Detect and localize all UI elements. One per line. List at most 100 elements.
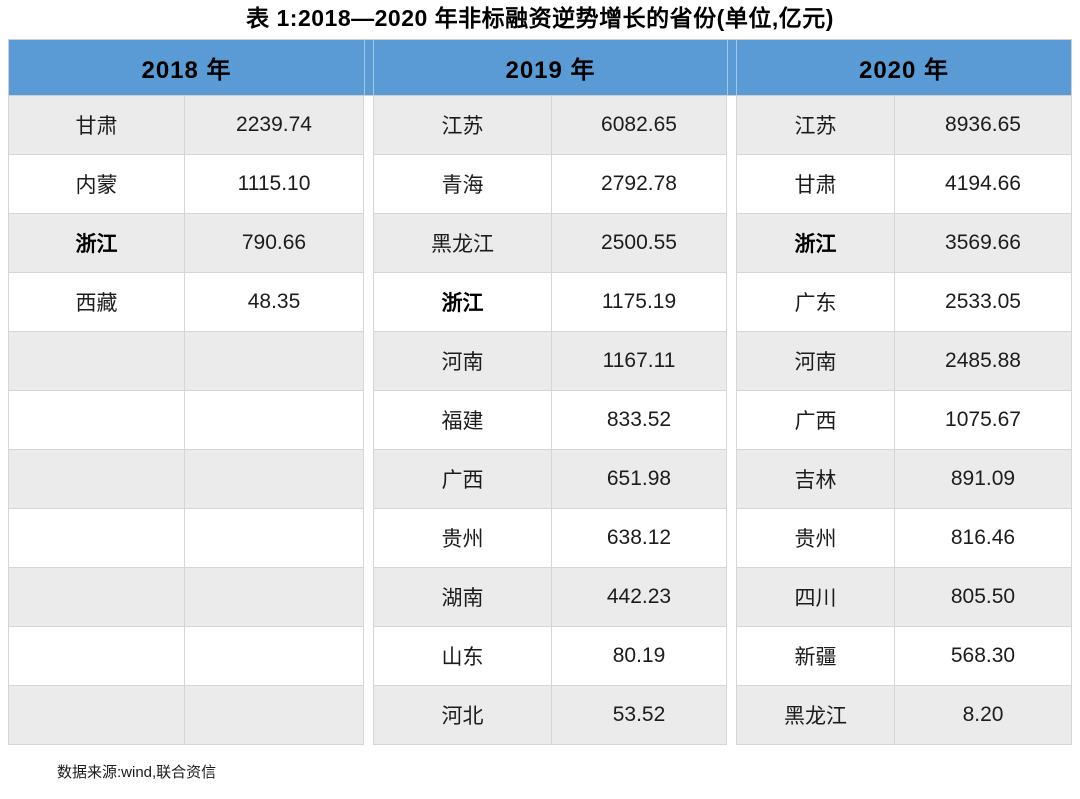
value-cell: 1167.11 — [552, 332, 727, 391]
province-cell: 浙江 — [8, 214, 185, 273]
province-cell: 西藏 — [8, 273, 185, 332]
table-row: 河北 53.52 黑龙江 8.20 — [8, 686, 1072, 745]
table-title: 表 1:2018—2020 年非标融资逆势增长的省份(单位,亿元) — [246, 5, 834, 31]
column-gap — [727, 627, 737, 686]
province-cell — [8, 509, 185, 568]
value-cell: 891.09 — [895, 450, 1072, 509]
province-cell — [8, 332, 185, 391]
value-cell: 3569.66 — [895, 214, 1072, 273]
table-row: 湖南 442.23 四川 805.50 — [8, 568, 1072, 627]
province-cell — [8, 568, 185, 627]
column-gap — [364, 450, 374, 509]
column-gap — [727, 686, 737, 745]
column-gap — [727, 332, 737, 391]
value-cell: 8.20 — [895, 686, 1072, 745]
value-cell: 1075.67 — [895, 391, 1072, 450]
province-cell — [8, 627, 185, 686]
value-cell: 1115.10 — [185, 155, 364, 214]
table-row: 贵州 638.12 贵州 816.46 — [8, 509, 1072, 568]
value-cell: 2792.78 — [552, 155, 727, 214]
header-column-gap — [727, 39, 737, 96]
value-cell: 48.35 — [185, 273, 364, 332]
province-cell: 广东 — [737, 273, 895, 332]
province-cell: 江苏 — [374, 96, 552, 155]
value-cell — [185, 568, 364, 627]
value-cell — [185, 391, 364, 450]
province-cell: 黑龙江 — [374, 214, 552, 273]
province-cell: 浙江 — [737, 214, 895, 273]
column-gap — [364, 155, 374, 214]
value-cell: 53.52 — [552, 686, 727, 745]
province-cell: 贵州 — [737, 509, 895, 568]
column-gap — [364, 686, 374, 745]
column-gap — [364, 509, 374, 568]
value-cell: 805.50 — [895, 568, 1072, 627]
value-cell — [185, 686, 364, 745]
year-header-2018: 2018 年 — [8, 39, 364, 96]
column-gap — [364, 273, 374, 332]
table-row: 内蒙 1115.10 青海 2792.78 甘肃 4194.66 — [8, 155, 1072, 214]
table-row: 山东 80.19 新疆 568.30 — [8, 627, 1072, 686]
table-row: 福建 833.52 广西 1075.67 — [8, 391, 1072, 450]
province-cell: 黑龙江 — [737, 686, 895, 745]
column-gap — [727, 214, 737, 273]
value-cell: 568.30 — [895, 627, 1072, 686]
table-row: 浙江 790.66 黑龙江 2500.55 浙江 3569.66 — [8, 214, 1072, 273]
value-cell: 816.46 — [895, 509, 1072, 568]
province-cell: 吉林 — [737, 450, 895, 509]
province-cell: 湖南 — [374, 568, 552, 627]
value-cell — [185, 332, 364, 391]
column-gap — [364, 214, 374, 273]
value-cell: 790.66 — [185, 214, 364, 273]
province-cell: 广西 — [374, 450, 552, 509]
province-cell: 河南 — [374, 332, 552, 391]
non-standard-financing-table: 2018 年 2019 年 2020 年 甘肃 2239.74 江苏 6082.65 江… — [8, 39, 1072, 745]
province-cell: 河北 — [374, 686, 552, 745]
year-header-2020: 2020 年 — [737, 39, 1072, 96]
province-cell: 甘肃 — [8, 96, 185, 155]
value-cell: 1175.19 — [552, 273, 727, 332]
column-gap — [364, 627, 374, 686]
value-cell: 833.52 — [552, 391, 727, 450]
value-cell: 442.23 — [552, 568, 727, 627]
column-gap — [364, 332, 374, 391]
province-cell: 甘肃 — [737, 155, 895, 214]
province-cell: 四川 — [737, 568, 895, 627]
value-cell: 4194.66 — [895, 155, 1072, 214]
province-cell: 内蒙 — [8, 155, 185, 214]
column-gap — [727, 273, 737, 332]
value-cell — [185, 450, 364, 509]
value-cell: 2485.88 — [895, 332, 1072, 391]
province-cell: 贵州 — [374, 509, 552, 568]
year-header-2019: 2019 年 — [374, 39, 727, 96]
province-cell — [8, 686, 185, 745]
value-cell: 638.12 — [552, 509, 727, 568]
value-cell: 8936.65 — [895, 96, 1072, 155]
value-cell: 2239.74 — [185, 96, 364, 155]
value-cell: 6082.65 — [552, 96, 727, 155]
province-cell — [8, 391, 185, 450]
value-cell: 2500.55 — [552, 214, 727, 273]
column-gap — [727, 568, 737, 627]
province-cell: 河南 — [737, 332, 895, 391]
column-gap — [727, 391, 737, 450]
value-cell: 80.19 — [552, 627, 727, 686]
table-body: 甘肃 2239.74 江苏 6082.65 江苏 8936.65 内蒙 1115.10 青海 27… — [8, 96, 1072, 745]
province-cell: 青海 — [374, 155, 552, 214]
data-source-note: 数据来源:wind,联合资信 — [57, 764, 217, 781]
province-cell: 浙江 — [374, 273, 552, 332]
table-row: 甘肃 2239.74 江苏 6082.65 江苏 8936.65 — [8, 96, 1072, 155]
value-cell: 651.98 — [552, 450, 727, 509]
value-cell — [185, 627, 364, 686]
province-cell: 福建 — [374, 391, 552, 450]
table-row: 河南 1167.11 河南 2485.88 — [8, 332, 1072, 391]
table-row: 西藏 48.35 浙江 1175.19 广东 2533.05 — [8, 273, 1072, 332]
province-cell: 新疆 — [737, 627, 895, 686]
value-cell: 2533.05 — [895, 273, 1072, 332]
column-gap — [364, 391, 374, 450]
header-row: 2018 年 2019 年 2020 年 — [8, 39, 1072, 96]
table-row: 广西 651.98 吉林 891.09 — [8, 450, 1072, 509]
province-cell: 山东 — [374, 627, 552, 686]
column-gap — [727, 155, 737, 214]
